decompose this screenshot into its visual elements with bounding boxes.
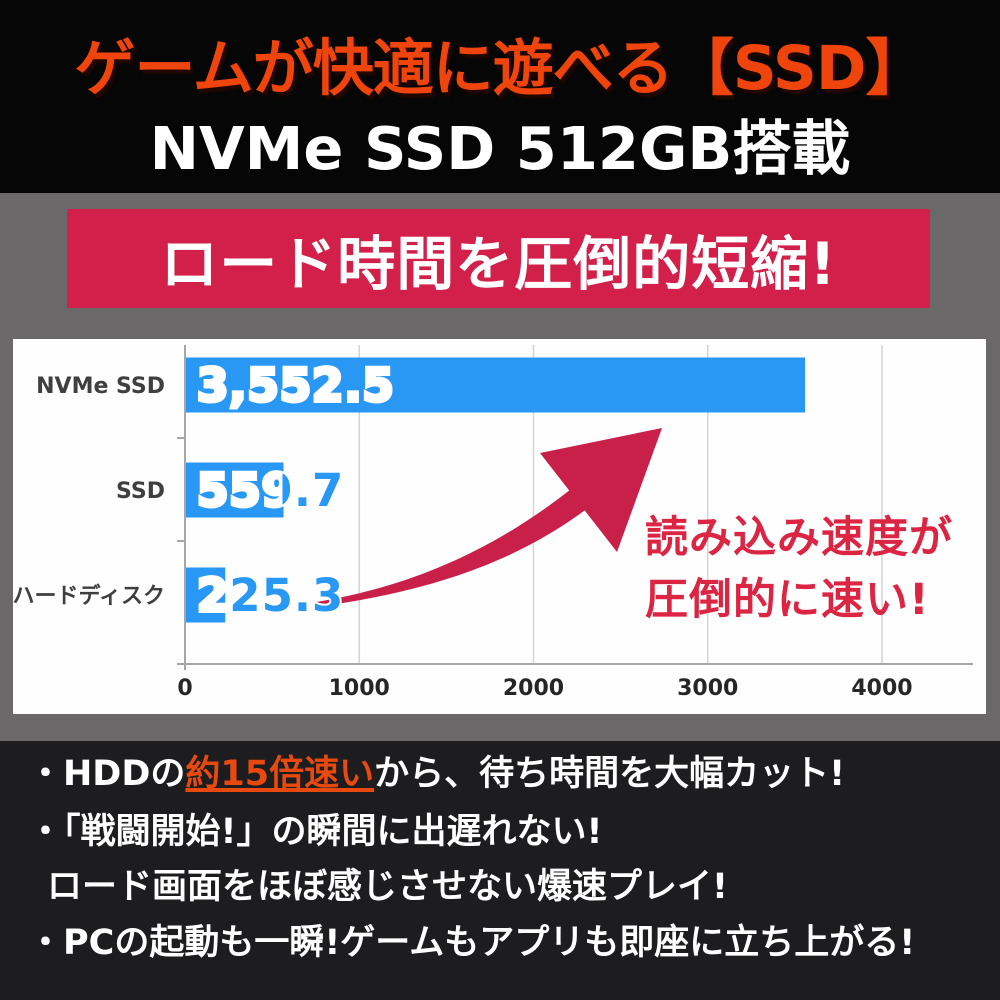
speed-bar-chart: NVMe SSD SSD ハードディスク 0 1000 2000 3000 4000 3,552… bbox=[13, 339, 986, 714]
feature-item-1-highlight: 約15倍速い bbox=[185, 754, 375, 794]
page-subtitle: NVMe SSD 512GB搭載 bbox=[149, 114, 851, 183]
feature-item-1: ・HDDの約15倍速いから、待ち時間を大幅カット! bbox=[28, 745, 988, 796]
value-label-1: 559.7 bbox=[197, 464, 344, 517]
category-label-2: ハードディスク bbox=[13, 583, 165, 609]
x-tick-label-0: 0 bbox=[177, 676, 192, 701]
headline-banner: ロード時間を圧倒的短縮! bbox=[67, 209, 930, 308]
x-tick-label-3: 3000 bbox=[677, 676, 738, 701]
growth-arrow-body bbox=[316, 481, 596, 607]
category-label-0: NVMe SSD bbox=[36, 374, 165, 399]
bar-1 bbox=[186, 462, 284, 518]
feature-item-2-cont: ロード画面をほぼ感じさせない爆速プレイ! bbox=[47, 867, 728, 907]
chart-annotation-line2: 圧倒的に速い! bbox=[645, 575, 930, 625]
x-tick-label-4: 4000 bbox=[851, 676, 912, 701]
headline-banner-label: ロード時間を圧倒的短縮! bbox=[160, 229, 837, 298]
x-tick-label-1: 1000 bbox=[329, 676, 390, 701]
bar-2 bbox=[186, 567, 226, 623]
feature-item-3: ・PCの起動も一瞬!ゲームもアプリも即座に立ち上がる! bbox=[28, 923, 916, 963]
chart-annotation-line1: 読み込み速度が bbox=[645, 513, 953, 563]
chart-section: ロード時間を圧倒的短縮! NVMe SSD SSD ハードディスク 0 1000 2000… bbox=[0, 193, 1000, 741]
header: ゲームが快適に遊べる【SSD】 NVMe SSD 512GB搭載 bbox=[0, 0, 1000, 193]
page-title: ゲームが快適に遊べる【SSD】 bbox=[74, 33, 927, 104]
feature-item-2: ・「戦闘開始!」の瞬間に出遅れない! bbox=[28, 812, 603, 852]
feature-item-1-suffix: から、待ち時間を大幅カット! bbox=[374, 754, 846, 794]
feature-item-1-prefix: ・HDDの bbox=[28, 754, 186, 794]
bar-chart-canvas: NVMe SSD SSD ハードディスク 0 1000 2000 3000 4000 3,552… bbox=[13, 345, 973, 701]
value-label-2: 225.3 bbox=[197, 569, 344, 622]
category-label-1: SSD bbox=[116, 479, 165, 504]
feature-list: ・HDDの約15倍速いから、待ち時間を大幅カット! ・「戦闘開始!」の瞬間に出遅… bbox=[0, 741, 1000, 1000]
growth-arrow-head bbox=[540, 428, 662, 552]
chart-annotation: 読み込み速度が 圧倒的に速い! bbox=[645, 507, 985, 631]
bar-0 bbox=[186, 357, 806, 413]
x-tick-label-2: 2000 bbox=[503, 676, 564, 701]
value-label-0: 3,552.5 bbox=[197, 359, 395, 412]
